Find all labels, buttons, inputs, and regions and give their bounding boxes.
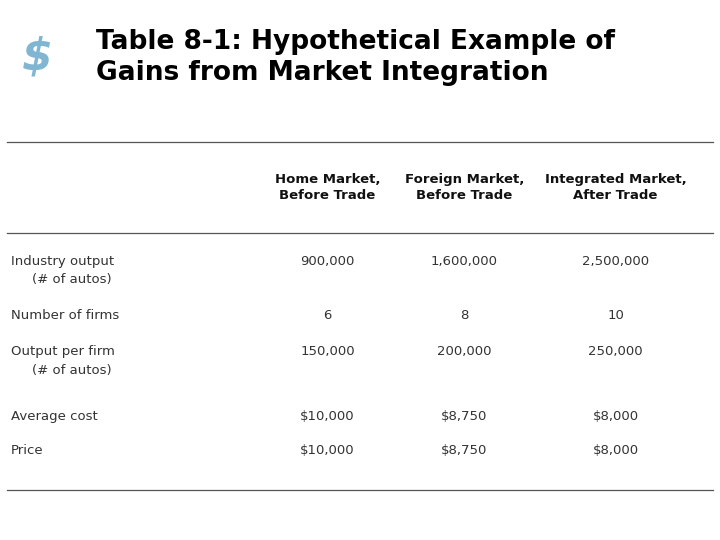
Text: (# of autos): (# of autos) <box>32 364 112 377</box>
Text: (# of autos): (# of autos) <box>32 273 112 287</box>
Text: 150,000: 150,000 <box>300 345 355 359</box>
Text: $8,750: $8,750 <box>441 409 487 423</box>
Text: Copyright ©2015 Pearson Education, Inc. All rights reserved.: Copyright ©2015 Pearson Education, Inc. … <box>11 517 351 528</box>
Text: 8: 8 <box>460 309 469 322</box>
Text: Integrated Market,
After Trade: Integrated Market, After Trade <box>545 173 686 202</box>
Text: $8,750: $8,750 <box>441 443 487 457</box>
Text: Output per firm: Output per firm <box>11 345 114 359</box>
Text: Table 8-1: Hypothetical Example of
Gains from Market Integration: Table 8-1: Hypothetical Example of Gains… <box>96 29 616 86</box>
Text: Industry output: Industry output <box>11 254 114 268</box>
Text: $8,000: $8,000 <box>593 443 639 457</box>
Text: 250,000: 250,000 <box>588 345 643 359</box>
Text: Average cost: Average cost <box>11 409 97 423</box>
Text: Price: Price <box>11 443 43 457</box>
Text: 6: 6 <box>323 309 332 322</box>
Text: 1,600,000: 1,600,000 <box>431 254 498 268</box>
Text: Number of firms: Number of firms <box>11 309 119 322</box>
Text: Foreign Market,
Before Trade: Foreign Market, Before Trade <box>405 173 524 202</box>
Text: 900,000: 900,000 <box>300 254 355 268</box>
Text: 200,000: 200,000 <box>437 345 492 359</box>
Text: 8-21: 8-21 <box>684 517 709 528</box>
Text: $10,000: $10,000 <box>300 409 355 423</box>
Text: $10,000: $10,000 <box>300 443 355 457</box>
Text: $: $ <box>22 36 53 79</box>
Text: Home Market,
Before Trade: Home Market, Before Trade <box>275 173 380 202</box>
Text: $8,000: $8,000 <box>593 409 639 423</box>
Text: 2,500,000: 2,500,000 <box>582 254 649 268</box>
Text: 10: 10 <box>607 309 624 322</box>
